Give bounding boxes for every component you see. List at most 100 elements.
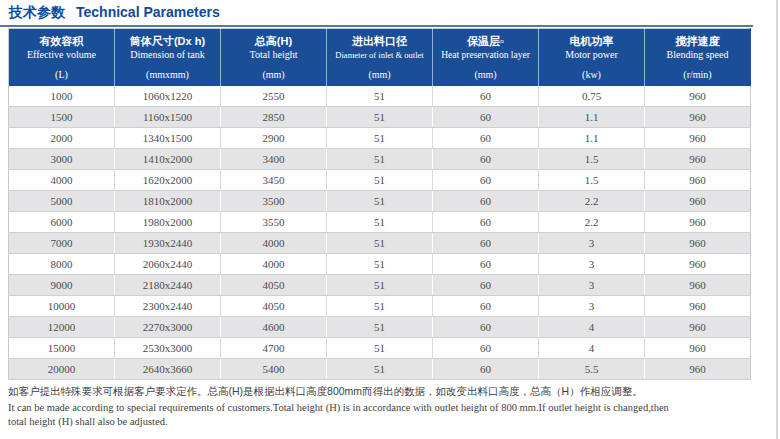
table-cell: 3450: [221, 170, 327, 191]
table-cell: 2180x2440: [115, 275, 221, 296]
page-title-english: Technical Parameters: [76, 4, 220, 20]
column-header-chinese: 有效容积: [9, 35, 114, 48]
table-cell: 1980x2000: [115, 212, 221, 233]
table-cell: 960: [645, 107, 751, 128]
table-row: 50001810x2000350051602.2960: [9, 191, 751, 212]
footnote-english-line2: total height (H) shall also be adjusted.: [8, 415, 774, 429]
table-cell: 51: [327, 212, 433, 233]
table-row: 150002530x3000470051604960: [9, 338, 751, 359]
column-header-chinese: 进出料口径: [327, 35, 432, 48]
table-cell: 4000: [221, 254, 327, 275]
column-header-english: Motor power: [539, 49, 644, 61]
column-header-chinese: 总高(H): [221, 35, 326, 48]
table-cell: 4: [539, 317, 645, 338]
column-header-english: Heat preservation layer: [433, 49, 538, 61]
table-cell: 1500: [9, 107, 115, 128]
header-row: 有效容积Effective volume(L)筒体尺寸(Dx h)Dimensi…: [9, 29, 751, 87]
table-row: 15001160x1500285051601.1960: [9, 107, 751, 128]
table-row: 120002270x3000460051604960: [9, 317, 751, 338]
table-cell: 4050: [221, 275, 327, 296]
column-header-unit: (r/min): [645, 69, 750, 80]
table-cell: 1.1: [539, 107, 645, 128]
table-cell: 7000: [9, 233, 115, 254]
table-cell: 60: [433, 254, 539, 275]
table-cell: 60: [433, 296, 539, 317]
table-cell: 960: [645, 191, 751, 212]
table-cell: 60: [433, 275, 539, 296]
table-cell: 2300x2440: [115, 296, 221, 317]
table-cell: 60: [433, 359, 539, 380]
table-cell: 51: [327, 296, 433, 317]
table-cell: 3: [539, 254, 645, 275]
table-cell: 20000: [9, 359, 115, 380]
table-cell: 2550: [221, 86, 327, 107]
table-cell: 2640x3660: [115, 359, 221, 380]
page: { "title": { "zh": "技术参数", "en": "Techni…: [0, 0, 780, 439]
table-cell: 60: [433, 128, 539, 149]
column-header-2: 总高(H)Total height(mm): [221, 29, 327, 87]
table-cell: 60: [433, 317, 539, 338]
table-cell: 51: [327, 359, 433, 380]
table-cell: 51: [327, 317, 433, 338]
title-divider-line: [0, 25, 753, 27]
column-header-6: 搅拌速度Blending speed(r/min): [645, 29, 751, 87]
table-row: 40001620x2000345051601.5960: [9, 170, 751, 191]
table-cell: 12000: [9, 317, 115, 338]
table-cell: 8000: [9, 254, 115, 275]
table-cell: 51: [327, 275, 433, 296]
table-cell: 3: [539, 233, 645, 254]
table-row: 200002640x3660540051605.5960: [9, 359, 751, 380]
table-cell: 60: [433, 233, 539, 254]
table-cell: 2530x3000: [115, 338, 221, 359]
table-cell: 1060x1220: [115, 86, 221, 107]
column-header-unit: (mm): [221, 69, 326, 80]
column-header-unit: (mmxmm): [115, 69, 220, 80]
column-header-4: 保温层▫Heat preservation layer(mm): [433, 29, 539, 87]
table-cell: 51: [327, 86, 433, 107]
table-cell: 1160x1500: [115, 107, 221, 128]
table-cell: 51: [327, 170, 433, 191]
column-header-english: Diameter of inlet & outlet: [327, 49, 432, 61]
table-cell: 4050: [221, 296, 327, 317]
table-body: 10001060x1220255051600.7596015001160x150…: [9, 86, 751, 380]
table-cell: 60: [433, 170, 539, 191]
table-cell: 960: [645, 296, 751, 317]
column-header-5: 电机功率Motor power(kw): [539, 29, 645, 87]
table-cell: 3550: [221, 212, 327, 233]
footnote-chinese: 如客户提出特殊要求可根据客户要求定作。总高(H)是根据出料口高度800mm而得出…: [8, 384, 774, 399]
table-row: 30001410x2000340051601.5960: [9, 149, 751, 170]
table-cell: 1810x2000: [115, 191, 221, 212]
table-cell: 1340x1500: [115, 128, 221, 149]
table-cell: 1.5: [539, 170, 645, 191]
table-cell: 5000: [9, 191, 115, 212]
table-cell: 960: [645, 254, 751, 275]
table-cell: 2000: [9, 128, 115, 149]
table-cell: 960: [645, 86, 751, 107]
table-header: 有效容积Effective volume(L)筒体尺寸(Dx h)Dimensi…: [9, 29, 751, 87]
table-row: 80002060x2440400051603960: [9, 254, 751, 275]
table-cell: 960: [645, 149, 751, 170]
table-cell: 2060x2440: [115, 254, 221, 275]
table-row: 90002180x2440405051603960: [9, 275, 751, 296]
table-cell: 1.1: [539, 128, 645, 149]
table-cell: 2270x3000: [115, 317, 221, 338]
column-header-unit: (mm): [433, 69, 538, 80]
column-header-english: Blending speed: [645, 49, 750, 61]
table-cell: 960: [645, 170, 751, 191]
table-cell: 2850: [221, 107, 327, 128]
table-cell: 1000: [9, 86, 115, 107]
column-header-0: 有效容积Effective volume(L): [9, 29, 115, 87]
table-cell: 6000: [9, 212, 115, 233]
table-cell: 60: [433, 86, 539, 107]
table-cell: 960: [645, 128, 751, 149]
page-title: 技术参数Technical Parameters: [9, 4, 220, 22]
table-cell: 1620x2000: [115, 170, 221, 191]
table-cell: 960: [645, 359, 751, 380]
table-cell: 4: [539, 338, 645, 359]
table-cell: 960: [645, 338, 751, 359]
table-cell: 3500: [221, 191, 327, 212]
table-cell: 960: [645, 275, 751, 296]
footnote-english-line1: It can be made according to special requ…: [8, 401, 774, 415]
column-header-unit: (kw): [539, 69, 644, 80]
technical-parameters-table: 有效容积Effective volume(L)筒体尺寸(Dx h)Dimensi…: [8, 28, 751, 380]
